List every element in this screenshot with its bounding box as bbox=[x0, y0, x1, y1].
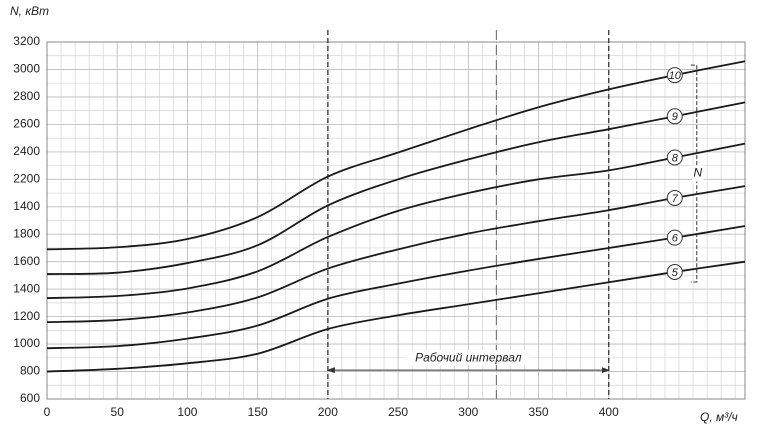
series-label: 5 bbox=[672, 267, 679, 279]
x-tick-label: 350 bbox=[529, 405, 549, 419]
bracket-label-bg bbox=[691, 165, 704, 182]
line-series bbox=[46, 60, 746, 251]
x-tick-label: 250 bbox=[388, 405, 408, 419]
y-tick-label: 600 bbox=[20, 391, 40, 405]
y-tick-label: 1600 bbox=[13, 254, 40, 268]
series-label-circle bbox=[666, 189, 683, 206]
x-axis-label: Q, м³/ч bbox=[700, 410, 738, 424]
series-label-circle bbox=[666, 67, 683, 84]
x-tick-label: 50 bbox=[111, 405, 125, 419]
y-tick-label: 3000 bbox=[13, 62, 40, 76]
y-tick-label: 1400 bbox=[13, 199, 40, 213]
x-tick-label: 300 bbox=[458, 405, 478, 419]
y-axis-label: N, кВт bbox=[10, 4, 49, 18]
line-series bbox=[46, 185, 746, 324]
y-tick-label: 1000 bbox=[13, 336, 40, 350]
y-tick-label: 2200 bbox=[13, 171, 40, 185]
x-tick-label: 150 bbox=[248, 405, 268, 419]
y-tick-label: 1200 bbox=[13, 309, 40, 323]
series-label: 6 bbox=[672, 233, 679, 245]
line-series bbox=[46, 101, 746, 275]
x-tick-label: 0 bbox=[44, 405, 51, 419]
y-tick-label: 2800 bbox=[13, 89, 40, 103]
series-label: 7 bbox=[672, 193, 679, 205]
plot-frame bbox=[46, 41, 746, 400]
line-series bbox=[46, 225, 746, 350]
y-tick-label: 800 bbox=[20, 364, 40, 378]
series-label-circle bbox=[666, 108, 683, 125]
series-label: 8 bbox=[672, 152, 679, 164]
x-tick-label: 400 bbox=[599, 405, 619, 419]
x-tick-label: 100 bbox=[177, 405, 197, 419]
series-label-circle bbox=[666, 229, 683, 246]
y-tick-label: 1800 bbox=[13, 226, 40, 240]
annotation: Рабочий интервал bbox=[415, 350, 522, 364]
y-tick-label: 2400 bbox=[13, 144, 40, 158]
series-label: 9 bbox=[672, 111, 678, 123]
y-tick-label: 1400 bbox=[13, 281, 40, 295]
x-tick-label: 200 bbox=[318, 405, 338, 419]
line-series bbox=[46, 142, 746, 299]
line-series bbox=[46, 260, 746, 373]
bracket-label: N bbox=[693, 166, 702, 180]
y-tick-label: 2600 bbox=[13, 117, 40, 131]
annotation-bg bbox=[406, 350, 531, 366]
series-label: 10 bbox=[669, 70, 682, 82]
series-label-circle bbox=[666, 149, 683, 166]
series-label-circle bbox=[666, 263, 683, 280]
y-tick-label: 3200 bbox=[13, 34, 40, 48]
